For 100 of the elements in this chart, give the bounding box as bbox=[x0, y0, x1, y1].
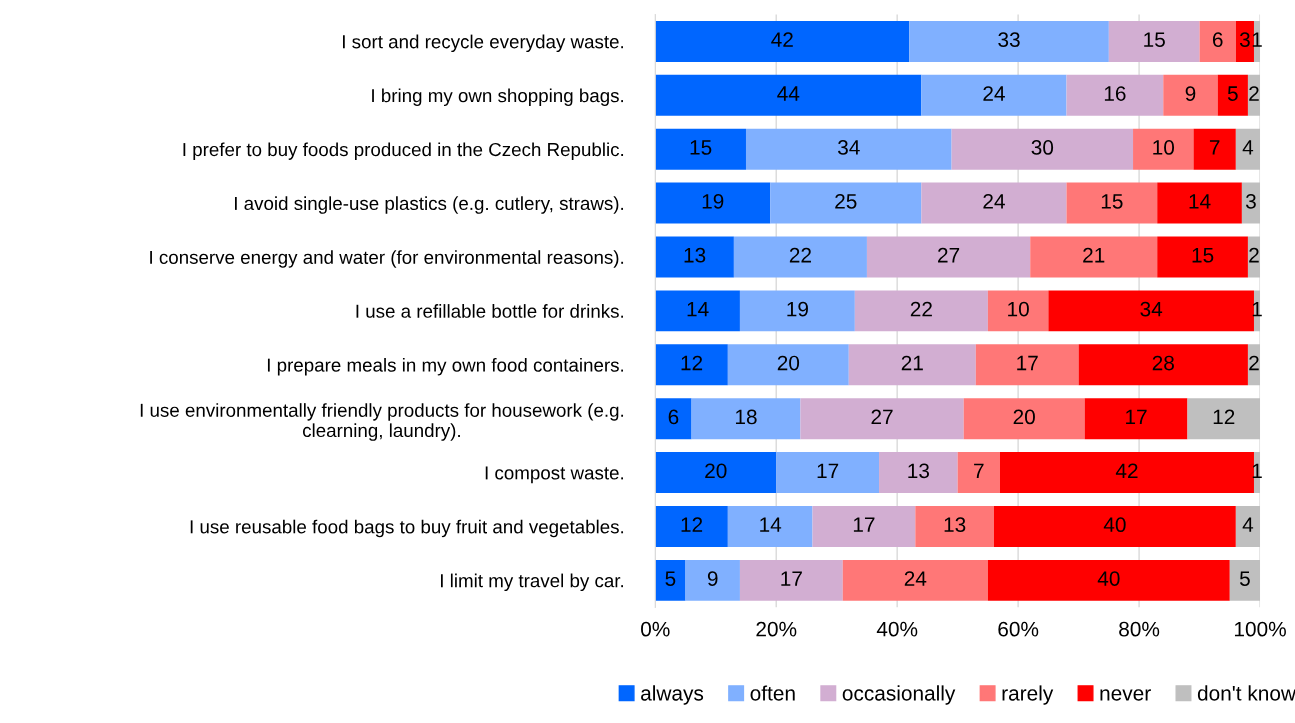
y-tick-label: I avoid single-use plastics (e.g. cutlery, straws). bbox=[235, 196, 624, 214]
legend-label: rarely bbox=[1002, 685, 1054, 705]
bar bbox=[800, 398, 964, 440]
data-label: 27 bbox=[938, 247, 960, 263]
data-label: 12 bbox=[681, 517, 703, 532]
bar bbox=[655, 344, 728, 386]
data-label: 21 bbox=[901, 355, 923, 371]
data-label: 40 bbox=[1097, 571, 1120, 586]
bar bbox=[1066, 74, 1164, 116]
bar bbox=[655, 452, 777, 494]
bar bbox=[739, 290, 855, 332]
data-label: 7 bbox=[974, 463, 984, 478]
data-label: 6 bbox=[1212, 32, 1223, 47]
data-label: 2 bbox=[1249, 247, 1259, 263]
bar bbox=[812, 505, 916, 547]
bar bbox=[1199, 20, 1236, 62]
data-label: 13 bbox=[908, 463, 930, 479]
data-label: 33 bbox=[998, 32, 1020, 47]
bar bbox=[745, 128, 952, 170]
data-label: 12 bbox=[1213, 409, 1235, 425]
data-label: 4 bbox=[1242, 140, 1254, 155]
data-label: 13 bbox=[684, 247, 706, 263]
data-label: 24 bbox=[983, 193, 1005, 209]
data-label: 12 bbox=[681, 355, 703, 371]
y-tick-label: I compost waste. bbox=[485, 466, 624, 484]
bar bbox=[655, 559, 686, 601]
bar bbox=[1108, 20, 1200, 62]
bar bbox=[842, 559, 988, 601]
y-tick-label: I use environmentally friendly products for housework (e.g. clearning, laundry). bbox=[140, 403, 624, 441]
data-label: 44 bbox=[777, 86, 800, 101]
bar bbox=[1235, 505, 1261, 547]
bar bbox=[999, 452, 1254, 494]
data-label: 34 bbox=[1140, 301, 1163, 317]
bar bbox=[1157, 182, 1242, 224]
data-label: 25 bbox=[835, 193, 857, 209]
data-label: 17 bbox=[1017, 355, 1038, 371]
bar bbox=[1187, 398, 1261, 440]
bar bbox=[909, 20, 1109, 62]
x-tick-label: 100% bbox=[1234, 621, 1286, 637]
bar bbox=[1247, 344, 1261, 386]
data-label: 22 bbox=[789, 247, 811, 263]
bar bbox=[987, 290, 1049, 332]
legend-label: often bbox=[750, 685, 795, 701]
data-label: 15 bbox=[690, 140, 712, 155]
legend-label: occasionally bbox=[842, 685, 956, 705]
data-label: 27 bbox=[871, 409, 893, 425]
data-label: 9 bbox=[707, 571, 718, 586]
y-tick-label: I sort and recycle everyday waste. bbox=[343, 34, 624, 53]
bar bbox=[1229, 559, 1261, 601]
data-label: 40 bbox=[1103, 517, 1126, 533]
data-label: 14 bbox=[687, 301, 709, 317]
legend-label: always bbox=[641, 685, 704, 705]
bar bbox=[993, 505, 1236, 547]
x-tick-label: 40% bbox=[876, 621, 918, 637]
data-label: 28 bbox=[1152, 355, 1174, 371]
data-label: 5 bbox=[665, 571, 676, 586]
bar bbox=[1078, 344, 1248, 386]
data-label: 15 bbox=[1101, 194, 1123, 209]
data-label: 5 bbox=[1227, 86, 1238, 101]
bar bbox=[848, 344, 976, 386]
bar bbox=[655, 290, 740, 332]
bar bbox=[987, 559, 1230, 601]
data-label: 10 bbox=[1008, 301, 1029, 317]
bar bbox=[655, 20, 910, 62]
bar bbox=[776, 452, 880, 494]
bar bbox=[655, 505, 728, 547]
data-label: 42 bbox=[771, 32, 793, 47]
data-label: 19 bbox=[787, 301, 808, 317]
data-label: 17 bbox=[817, 463, 839, 478]
data-label: 15 bbox=[1144, 32, 1165, 47]
data-label: 17 bbox=[853, 517, 875, 532]
bar bbox=[691, 398, 801, 440]
data-label: 20 bbox=[777, 355, 800, 371]
x-tick-label: 20% bbox=[756, 621, 797, 637]
y-tick-label: I prepare meals in my own food containers. bbox=[267, 357, 624, 376]
bar bbox=[1235, 20, 1254, 62]
data-label: 9 bbox=[1185, 86, 1196, 101]
bar bbox=[1217, 74, 1248, 116]
bar bbox=[854, 290, 988, 332]
bar bbox=[1157, 236, 1248, 278]
x-tick-label: 0% bbox=[641, 621, 670, 637]
legend-label: never bbox=[1100, 689, 1151, 701]
bar bbox=[866, 236, 1031, 278]
data-label: 42 bbox=[1115, 463, 1138, 478]
data-label: 3 bbox=[1245, 193, 1256, 209]
bar bbox=[655, 182, 771, 224]
y-tick-label: I use reusable food bags to buy fruit and vegetables. bbox=[190, 519, 624, 538]
data-label: 17 bbox=[781, 571, 802, 586]
data-label: 19 bbox=[702, 193, 724, 209]
x-tick-label: 80% bbox=[1119, 621, 1160, 637]
bar bbox=[963, 398, 1085, 440]
bar bbox=[1066, 182, 1158, 224]
bar bbox=[975, 344, 1079, 386]
data-label: 15 bbox=[1192, 248, 1214, 263]
data-label: 22 bbox=[910, 301, 932, 317]
bar bbox=[921, 182, 1067, 224]
data-label: 24 bbox=[904, 571, 927, 586]
bar bbox=[739, 559, 843, 601]
data-label: 13 bbox=[944, 517, 966, 533]
bar bbox=[879, 452, 958, 494]
